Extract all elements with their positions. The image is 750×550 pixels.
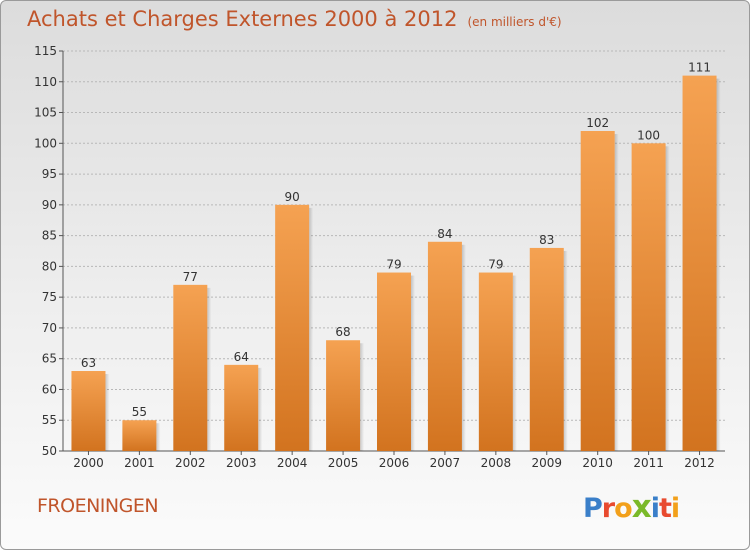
bar-shadow: [512, 275, 517, 451]
bar-2005: [326, 340, 361, 451]
logo-letter: i: [670, 493, 680, 524]
value-label-2006: 79: [386, 258, 401, 272]
bar-shadow: [665, 146, 670, 452]
chart-subtitle: (en milliers d'€): [467, 15, 562, 29]
bar-2006: [377, 272, 411, 451]
y-tick-label: 100: [34, 136, 57, 150]
x-tick-label-2006: 2006: [379, 456, 410, 470]
bar-shadow: [614, 134, 619, 451]
bar-shadow: [156, 423, 161, 451]
x-tick-label-2000: 2000: [73, 456, 104, 470]
logo-letter: o: [614, 493, 633, 524]
x-tick-label-2002: 2002: [175, 456, 206, 470]
labels: 50 55 60 65 70 75 80 85 90 95 100 105 110 115 63 2000 55…: [34, 44, 715, 470]
value-label-2011: 100: [637, 128, 660, 142]
logo-letter: x: [631, 489, 652, 525]
bar-shadow: [411, 275, 415, 451]
value-label-2010: 102: [586, 116, 609, 130]
y-tick-label: 115: [34, 44, 57, 58]
y-tick-label: 90: [42, 198, 57, 212]
bar-shadow: [105, 374, 110, 451]
bar-shadow: [258, 367, 263, 451]
y-tick-label: 75: [42, 290, 57, 304]
bar-shadow: [207, 287, 212, 451]
value-label-2001: 55: [132, 405, 147, 419]
value-label-2009: 83: [539, 233, 554, 247]
y-tick-label: 55: [42, 413, 57, 427]
y-tick-label: 110: [34, 75, 57, 89]
x-tick-label-2008: 2008: [481, 456, 512, 470]
value-label-2012: 111: [688, 61, 711, 75]
bar-2003: [224, 364, 259, 451]
bar-2012: [682, 75, 717, 451]
proxiti-logo[interactable]: Proxiti: [583, 489, 680, 525]
y-tick-label: 95: [42, 167, 57, 181]
chart-title: Achats et Charges Externes 2000 à 2012: [27, 7, 458, 31]
x-tick-label-2004: 2004: [277, 456, 308, 470]
x-tick-label-2009: 2009: [531, 456, 562, 470]
value-label-2002: 77: [183, 270, 198, 284]
x-tick-label-2005: 2005: [328, 456, 359, 470]
bar-2008: [478, 272, 513, 451]
bar-2002: [173, 284, 208, 451]
x-tick-label-2011: 2011: [633, 456, 664, 470]
y-tick-label: 60: [42, 382, 57, 396]
y-tick-label: 50: [42, 444, 57, 458]
value-label-2007: 84: [437, 227, 452, 241]
bar-2010: [580, 131, 615, 451]
bar-shadow: [461, 244, 466, 451]
logo-letter: i: [650, 493, 660, 524]
logo-letter: P: [583, 493, 603, 524]
value-label-2000: 63: [81, 356, 96, 370]
city-name: FROENINGEN: [37, 495, 159, 517]
bar-2011: [631, 143, 666, 452]
bar-shadow: [716, 78, 721, 451]
bar-2007: [427, 241, 462, 451]
y-tick-label: 105: [34, 106, 57, 120]
y-tick-label: 85: [42, 229, 57, 243]
bar-2004: [275, 204, 310, 451]
x-tick-label-2010: 2010: [582, 456, 613, 470]
bar-shadow: [360, 343, 365, 451]
x-tick-label-2003: 2003: [226, 456, 257, 470]
value-label-2003: 64: [234, 350, 249, 364]
y-tick-label: 70: [42, 321, 57, 335]
bars: [71, 75, 721, 452]
bar-2001: [122, 420, 157, 451]
bar-2009: [529, 247, 564, 451]
value-label-2008: 79: [488, 258, 503, 272]
logo-letter: r: [601, 493, 615, 524]
bar-shadow: [563, 250, 568, 451]
title-row: Achats et Charges Externes 2000 à 2012 (e…: [27, 7, 562, 31]
y-tick-label: 65: [42, 352, 57, 366]
y-tick-label: 80: [42, 259, 57, 273]
x-tick-label-2007: 2007: [430, 456, 461, 470]
x-tick-label-2001: 2001: [124, 456, 155, 470]
x-tick-label-2012: 2012: [684, 456, 715, 470]
value-label-2005: 68: [335, 325, 350, 339]
bar-shadow: [309, 207, 314, 451]
bar-2000: [71, 371, 106, 451]
logo-letter: t: [658, 493, 672, 524]
value-label-2004: 90: [285, 190, 300, 204]
